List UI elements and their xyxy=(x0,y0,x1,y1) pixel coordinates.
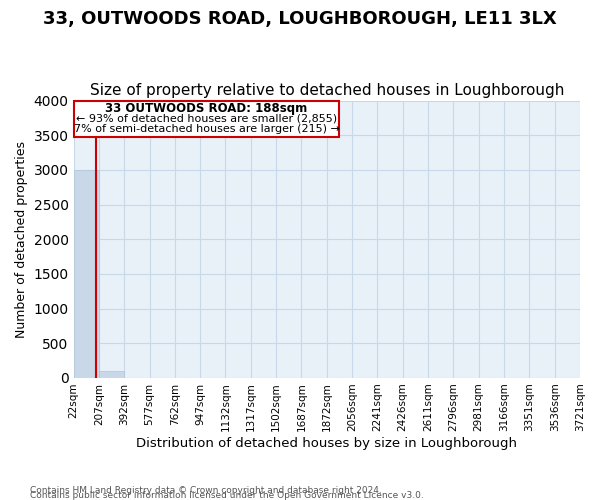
Text: 33 OUTWOODS ROAD: 188sqm: 33 OUTWOODS ROAD: 188sqm xyxy=(106,102,308,115)
Bar xyxy=(74,170,99,378)
Bar xyxy=(99,371,124,378)
Text: ← 93% of detached houses are smaller (2,855): ← 93% of detached houses are smaller (2,… xyxy=(76,114,337,124)
Text: Contains HM Land Registry data © Crown copyright and database right 2024.: Contains HM Land Registry data © Crown c… xyxy=(30,486,382,495)
Title: Size of property relative to detached houses in Loughborough: Size of property relative to detached ho… xyxy=(89,83,564,98)
Text: 33, OUTWOODS ROAD, LOUGHBOROUGH, LE11 3LX: 33, OUTWOODS ROAD, LOUGHBOROUGH, LE11 3L… xyxy=(43,10,557,28)
X-axis label: Distribution of detached houses by size in Loughborough: Distribution of detached houses by size … xyxy=(136,437,517,450)
Text: Contains public sector information licensed under the Open Government Licence v3: Contains public sector information licen… xyxy=(30,491,424,500)
Text: 7% of semi-detached houses are larger (215) →: 7% of semi-detached houses are larger (2… xyxy=(74,124,340,134)
FancyBboxPatch shape xyxy=(74,100,340,136)
Y-axis label: Number of detached properties: Number of detached properties xyxy=(15,140,28,338)
